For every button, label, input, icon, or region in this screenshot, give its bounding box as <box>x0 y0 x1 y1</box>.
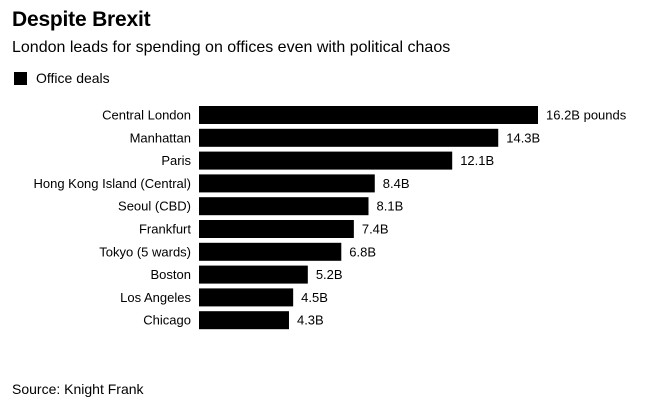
value-label: 16.2B pounds <box>546 108 627 123</box>
value-label: 6.8B <box>349 244 376 259</box>
chart-subtitle: London leads for spending on offices eve… <box>12 39 451 56</box>
category-label: Paris <box>161 153 191 168</box>
value-label: 14.3B <box>506 130 540 145</box>
bar <box>199 288 294 307</box>
category-label: Manhattan <box>130 130 191 145</box>
bar <box>199 265 308 284</box>
chart-title: Despite Brexit <box>12 8 151 31</box>
legend-swatch <box>14 71 27 85</box>
category-label: Tokyo (5 wards) <box>99 244 191 259</box>
category-label: Seoul (CBD) <box>118 199 191 214</box>
legend: Office deals <box>14 70 110 86</box>
category-label: Central London <box>102 108 191 123</box>
value-label: 7.4B <box>362 222 389 237</box>
bar <box>199 106 538 124</box>
bar <box>199 174 375 193</box>
legend-label: Office deals <box>36 70 110 86</box>
bar <box>199 242 342 261</box>
category-label: Chicago <box>143 313 191 328</box>
value-label: 5.2B <box>316 267 343 282</box>
value-label: 4.5B <box>301 290 328 305</box>
bar <box>199 311 289 330</box>
bar <box>199 128 499 147</box>
bar <box>199 220 354 238</box>
category-label: Hong Kong Island (Central) <box>33 176 191 191</box>
category-label: Los Angeles <box>120 290 191 305</box>
category-label: Frankfurt <box>139 222 191 237</box>
source-note: Source: Knight Frank <box>12 381 144 397</box>
value-label: 8.4B <box>383 176 410 191</box>
category-label: Boston <box>151 267 191 282</box>
value-label: 8.1B <box>377 199 404 214</box>
bar <box>199 197 369 216</box>
bar <box>199 151 453 170</box>
value-label: 4.3B <box>297 313 324 328</box>
value-label: 12.1B <box>460 153 494 168</box>
